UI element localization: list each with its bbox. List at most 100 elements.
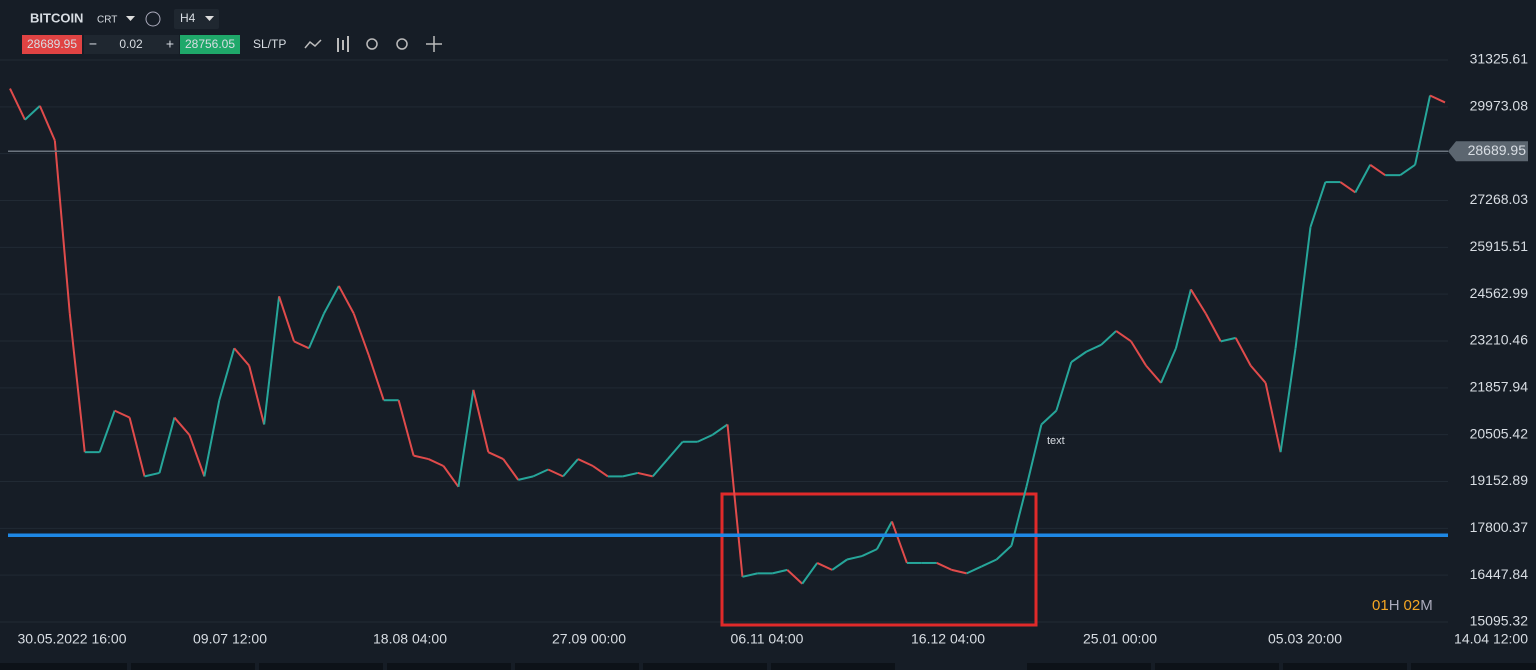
tab[interactable]	[1155, 663, 1279, 670]
price-segment	[831, 558, 848, 571]
price-segment	[861, 548, 878, 557]
timeframe-box[interactable]	[174, 9, 219, 29]
price-segment	[1279, 348, 1297, 453]
price-segment	[397, 399, 415, 456]
tab[interactable]	[131, 663, 255, 670]
price-segment	[801, 562, 818, 585]
price-segment	[114, 409, 131, 419]
y-tick-label: 21857.94	[1470, 379, 1529, 395]
price-segment	[562, 458, 579, 478]
price-segment	[428, 458, 444, 467]
price-segment	[188, 434, 206, 477]
tab[interactable]	[259, 663, 383, 670]
bid-price[interactable]: 28689.95	[27, 37, 77, 51]
price-segment	[218, 348, 236, 401]
price-tag-label: 28689.95	[1468, 142, 1527, 158]
dropdown-arrow[interactable]	[126, 16, 135, 21]
volume[interactable]: 0.02	[119, 37, 143, 51]
plus-button[interactable]: +	[166, 36, 174, 52]
price-segment	[577, 458, 594, 467]
move-icon[interactable]	[426, 36, 442, 52]
timer-h: H	[1389, 597, 1400, 614]
y-tick-label: 19152.89	[1470, 472, 1529, 488]
price-segment	[981, 558, 997, 568]
dropdown-arrow[interactable]	[205, 16, 214, 21]
price-segment	[547, 468, 564, 478]
price-segment	[144, 471, 160, 478]
price-segment	[472, 389, 490, 453]
x-tick-label: 06.11 04:00	[731, 631, 804, 647]
price-segment	[786, 569, 803, 585]
y-tick-label: 23210.46	[1470, 332, 1529, 348]
tab[interactable]	[643, 663, 767, 670]
ask-price[interactable]: 28756.05	[185, 37, 235, 51]
tab[interactable]	[771, 663, 895, 670]
price-segment	[367, 354, 385, 401]
price-segment	[816, 562, 833, 571]
minus-button[interactable]: −	[89, 36, 97, 52]
price-segment	[532, 468, 549, 478]
tab[interactable]	[1283, 663, 1407, 670]
price-segment	[1294, 226, 1312, 349]
price-segment	[697, 433, 713, 443]
zoom-out-icon[interactable]	[366, 38, 378, 50]
bottom-tabs	[0, 663, 1536, 670]
price-segment	[936, 562, 953, 571]
price-segment	[966, 565, 983, 575]
price-segment	[1369, 163, 1386, 176]
sltp-button[interactable]: SL/TP	[253, 37, 286, 51]
tab[interactable]	[0, 663, 127, 670]
line-tool-icon[interactable]	[304, 39, 322, 49]
price-segment	[1130, 340, 1147, 367]
price-segment	[1309, 181, 1327, 228]
x-tick-label: 09.07 12:00	[193, 631, 267, 647]
price-segment	[53, 140, 71, 314]
price-segment	[1354, 164, 1372, 193]
sell-button[interactable]	[22, 35, 82, 54]
price-segment	[995, 544, 1013, 561]
price-segment	[308, 313, 325, 349]
account[interactable]: CRT	[97, 15, 117, 26]
price-segment	[1220, 336, 1236, 343]
x-tick-label: 16.12 04:00	[911, 631, 985, 647]
tab[interactable]	[515, 663, 639, 670]
price-segment	[1115, 330, 1132, 343]
info-icon[interactable]	[145, 11, 161, 27]
symbol[interactable]: BITCOIN	[30, 10, 83, 25]
highlight-box	[720, 492, 1038, 627]
zoom-in-icon[interactable]	[396, 38, 408, 50]
volume-box[interactable]	[84, 35, 179, 54]
price-segment	[1100, 330, 1117, 346]
price-segment	[1190, 288, 1207, 315]
buy-button[interactable]	[180, 35, 240, 54]
price-segment	[1414, 95, 1432, 165]
price-segment	[323, 285, 340, 315]
y-tick-label: 17800.37	[1470, 519, 1529, 535]
price-segment	[233, 347, 250, 367]
timer: 01H 02M	[1372, 597, 1433, 614]
timeframe[interactable]: H4	[180, 11, 196, 25]
price-segment	[742, 572, 758, 578]
tab[interactable]	[1411, 663, 1536, 670]
tab[interactable]	[1027, 663, 1151, 670]
x-tick-label: 18.08 04:00	[373, 631, 447, 647]
price-segment	[68, 313, 86, 453]
x-tick-label: 25.01 00:00	[1083, 631, 1157, 647]
price-segment	[1160, 347, 1177, 384]
timer-minutes: 02	[1404, 597, 1421, 614]
price-segment	[1085, 343, 1102, 353]
price-segment	[666, 441, 684, 460]
candle-tool-icon[interactable]	[337, 36, 349, 52]
price-segment	[502, 458, 520, 481]
price-segment	[1204, 313, 1222, 342]
price-segment	[442, 465, 460, 488]
price-segment	[1070, 350, 1087, 363]
x-tick-label: 27.09 00:00	[552, 631, 626, 647]
price-segment	[1429, 94, 1446, 104]
plot	[8, 88, 1448, 585]
price-segment	[1025, 424, 1043, 488]
timer-m: M	[1420, 597, 1433, 614]
x-tick-label: 05.03 20:00	[1268, 631, 1342, 647]
tab[interactable]	[387, 663, 511, 670]
